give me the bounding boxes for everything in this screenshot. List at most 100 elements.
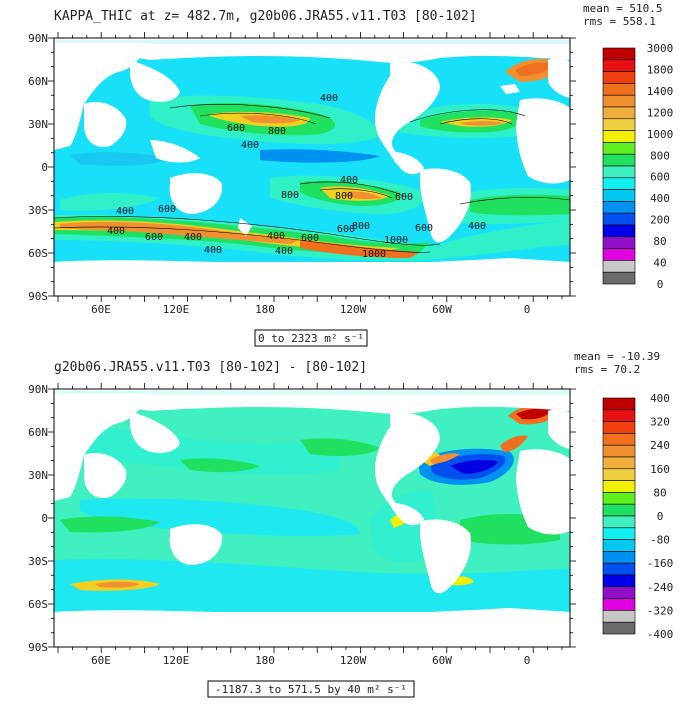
colorbar-label: 40	[653, 257, 666, 270]
colorbar-swatch	[602, 433, 636, 446]
x-tick-label: 120E	[163, 654, 190, 667]
contour-label: 600	[415, 223, 433, 234]
x-tick-label: 120E	[163, 303, 190, 316]
contour-label: 400	[275, 246, 293, 257]
colorbar-swatch	[602, 201, 636, 214]
x-tick-label: 120W	[340, 654, 367, 667]
colorbar-swatch	[602, 444, 636, 458]
x-tick-label: 180	[255, 303, 275, 316]
colorbar-label: 400	[650, 392, 670, 405]
contour-label: 1000	[384, 235, 408, 246]
y-tick-label: 30N	[28, 118, 48, 131]
colorbar-label: -80	[650, 534, 670, 547]
colorbar-swatch	[602, 562, 636, 576]
y-tick-label: 90N	[28, 32, 48, 45]
contour-label: 600	[395, 192, 413, 203]
y-tick-label: 60N	[28, 426, 48, 439]
colorbar-swatch	[602, 83, 636, 96]
colorbar-swatch	[602, 260, 636, 273]
colorbar-swatch	[602, 551, 636, 564]
contour-label: 400	[107, 226, 125, 237]
colorbar-swatch	[602, 165, 636, 179]
colorbar-swatch	[602, 106, 636, 120]
contour-label: 600	[158, 204, 176, 215]
contour-label: 400	[340, 175, 358, 186]
colorbar-swatch	[602, 539, 636, 552]
colorbar-label: 320	[650, 416, 670, 429]
colorbar-label: 1800	[647, 63, 674, 76]
colorbar-swatch	[602, 59, 636, 72]
x-tick-label: 120W	[340, 303, 367, 316]
colorbar-swatch	[602, 47, 636, 61]
colorbar-label: 80	[653, 235, 666, 248]
bottom-colorbar: 400 320 240 160 80 0 -80 -160 -240 -320 -400	[602, 392, 674, 641]
colorbar-swatch	[602, 480, 636, 493]
top-stat-rms: rms = 558.1	[583, 15, 656, 28]
bottom-panel: g20b06.JRA55.v11.T03 [80-102] - [80-102]…	[28, 350, 674, 698]
y-tick-label: 60N	[28, 75, 48, 88]
contour-label: 600	[301, 233, 319, 244]
colorbar-swatch	[602, 71, 636, 84]
colorbar-label: 600	[650, 171, 670, 184]
colorbar-swatch	[602, 153, 636, 167]
colorbar-swatch	[602, 492, 636, 505]
colorbar-label: 80	[653, 486, 666, 499]
colorbar-swatch	[602, 118, 636, 131]
colorbar-swatch	[602, 586, 636, 599]
bottom-landmasses	[54, 394, 570, 594]
contour-label: 800	[335, 191, 353, 202]
top-stat-mean: mean = 510.5	[583, 2, 662, 15]
contour-label: 800	[281, 190, 299, 201]
contour-label: 1000	[362, 249, 386, 260]
top-axes: 60E 120E 180 120W 60W 0 90N 60N 30N 0 30S 60S 90S	[28, 32, 576, 316]
bottom-range-note: -1187.3 to 571.5 by 40 m² s⁻¹	[215, 683, 407, 696]
colorbar-swatch	[602, 271, 636, 285]
colorbar-swatch	[602, 189, 636, 202]
top-contours	[54, 104, 570, 253]
colorbar-swatch	[602, 224, 636, 238]
contour-label: 400	[241, 140, 259, 151]
bottom-stat-rms: rms = 70.2	[574, 363, 640, 376]
contour-label: 600	[145, 232, 163, 243]
colorbar-label: 400	[650, 192, 670, 205]
colorbar-label: 1200	[647, 106, 674, 119]
bottom-panel-title: g20b06.JRA55.v11.T03 [80-102] - [80-102]	[54, 360, 367, 375]
colorbar-swatch	[602, 421, 636, 434]
contour-label: 400	[204, 245, 222, 256]
y-tick-label: 30S	[28, 204, 48, 217]
bottom-map-field	[54, 389, 570, 647]
colorbar-swatch	[602, 456, 636, 470]
colorbar-swatch	[602, 527, 636, 540]
colorbar-label: -400	[647, 628, 674, 641]
contour-label: 400	[320, 93, 338, 104]
x-tick-label: 60E	[91, 303, 111, 316]
x-tick-label: 60W	[432, 303, 452, 316]
y-tick-label: 30S	[28, 555, 48, 568]
top-panel-title: KAPPA_THIC at z= 482.7m, g20b06.JRA55.v1…	[54, 9, 477, 24]
colorbar-swatch	[602, 598, 636, 611]
colorbar-label: -160	[647, 557, 674, 570]
y-tick-label: 30N	[28, 469, 48, 482]
colorbar-label: 800	[650, 149, 670, 162]
colorbar-label: -320	[647, 604, 674, 617]
y-tick-label: 90N	[28, 383, 48, 396]
top-range-note: 0 to 2323 m² s⁻¹	[258, 332, 364, 345]
y-tick-label: 60S	[28, 247, 48, 260]
colorbar-swatch	[602, 515, 636, 529]
colorbar-label: 240	[650, 439, 670, 452]
colorbar-label: -240	[647, 581, 674, 594]
top-landmasses	[54, 43, 570, 243]
y-tick-label: 0	[41, 161, 48, 174]
colorbar-swatch	[602, 212, 636, 226]
colorbar-swatch	[602, 177, 636, 190]
x-tick-label: 60E	[91, 654, 111, 667]
contour-label: 400	[267, 231, 285, 242]
colorbar-swatch	[602, 503, 636, 517]
x-tick-label: 60W	[432, 654, 452, 667]
x-tick-label: 180	[255, 654, 275, 667]
colorbar-label: 0	[657, 510, 664, 523]
